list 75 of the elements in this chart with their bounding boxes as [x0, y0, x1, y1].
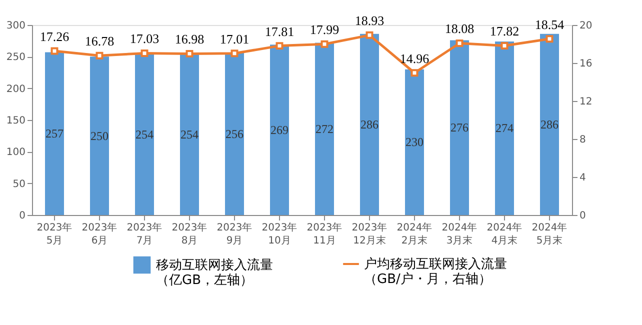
point	[456, 40, 464, 47]
data-label: 272	[316, 122, 334, 136]
data-label: 18.08	[444, 21, 474, 36]
data-label: 17.01	[220, 31, 250, 46]
legend-label: 移动互联网接入流量（亿GB，左轴）	[156, 257, 273, 288]
x-tick-label: 2024年 5月末	[532, 222, 568, 246]
data-label: 254	[136, 128, 154, 142]
x-tick-label: 2023年 12月末	[352, 222, 388, 246]
data-label: 18.54	[534, 16, 565, 32]
data-label: 16.78	[84, 34, 114, 49]
data-label: 17.81	[264, 24, 294, 39]
x-tick-label: 2023年 11月	[306, 222, 342, 246]
data-label: 230	[406, 135, 424, 150]
bar	[315, 42, 334, 215]
bar	[270, 44, 289, 215]
data-label: 276	[450, 120, 468, 135]
point	[186, 50, 194, 58]
y-tick-label: 100	[6, 147, 26, 158]
data-label: 269	[270, 122, 288, 137]
bar	[450, 40, 469, 215]
point	[410, 69, 418, 77]
data-label: 286	[360, 117, 378, 132]
bar	[405, 69, 424, 215]
y-tick-label: 50	[12, 178, 26, 190]
point	[276, 42, 284, 50]
y2-tick-label: 20	[580, 20, 592, 32]
y2-tick-label: 0	[580, 210, 586, 222]
x-tick-label: 2023年 5月	[36, 222, 72, 246]
y-tick-label: 250	[6, 52, 26, 64]
bar	[135, 54, 154, 215]
bar	[360, 34, 379, 215]
y-tick-label: 300	[6, 20, 26, 32]
data-label: 286	[540, 117, 558, 132]
y2-tick-label: 16	[580, 58, 592, 70]
x-tick-label: 2023年 9月	[216, 222, 252, 246]
y-tick-label: 150	[6, 116, 26, 126]
data-label: 274	[496, 121, 514, 136]
bar	[225, 52, 244, 215]
x-tick-label: 2023年 8月	[172, 222, 208, 246]
point	[140, 49, 148, 57]
bar	[180, 54, 199, 215]
x-tick-label: 2024年 2月末	[396, 222, 432, 246]
x-tick-label: 2023年 7月	[126, 222, 162, 246]
data-label: 17.03	[130, 31, 160, 46]
bar	[540, 34, 559, 215]
point	[546, 35, 554, 43]
data-label: 17.26	[40, 29, 70, 44]
y2-tick-label: 4	[580, 172, 586, 184]
y-tick-label: 0	[19, 210, 26, 222]
y-tick-label: 200	[6, 84, 26, 95]
y2-tick-label: 12	[580, 96, 592, 108]
data-label: 14.96	[400, 50, 430, 66]
bar	[90, 56, 109, 215]
x-tick-label: 2024年 4月末	[486, 222, 522, 246]
point	[500, 42, 508, 50]
point	[96, 52, 104, 60]
data-label: 17.82	[490, 24, 520, 39]
data-label: 257	[46, 126, 64, 141]
point	[50, 47, 58, 55]
y2-tick-label: 8	[580, 134, 586, 146]
bar	[45, 52, 64, 215]
data-label: 256	[226, 126, 244, 141]
data-label: 254	[180, 128, 198, 142]
data-label: 18.93	[354, 13, 384, 28]
x-tick-label: 2023年 6月	[82, 222, 118, 246]
x-tick-label: 2024年 3月末	[442, 222, 478, 246]
legend-label: 户均移动互联网接入流量（GB/户・月，右轴）	[364, 256, 507, 287]
data-label: 17.99	[310, 22, 340, 38]
point	[366, 31, 374, 39]
bar	[495, 41, 514, 215]
data-label: 250	[90, 128, 108, 143]
data-label: 16.98	[174, 32, 204, 47]
point	[320, 40, 328, 48]
point	[230, 50, 238, 58]
x-tick-label: 2023年 10月	[262, 222, 298, 246]
